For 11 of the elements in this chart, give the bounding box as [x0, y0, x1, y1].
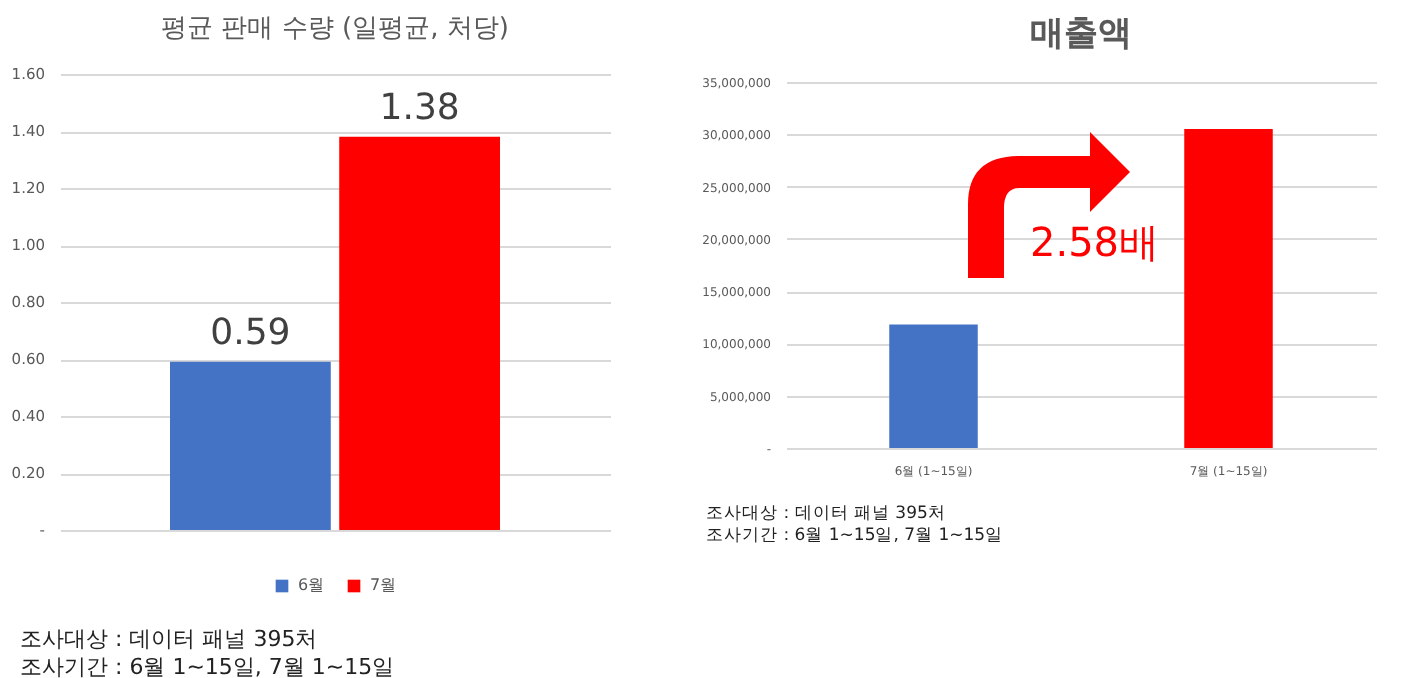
annotation: 2.58배 [1030, 216, 1160, 270]
text: 조사기간 : 6월 1~15일, 7월 1~15일 [706, 524, 1004, 548]
text: 조사기간 : 6월 1~15일, 7월 1~15일 [20, 652, 395, 678]
data-label: 0.59 [210, 311, 291, 354]
data-label: 1.38 [379, 86, 460, 129]
chart-title: 매출액 [1030, 14, 1132, 54]
chart-title: 평균 판매 수량 (일평균, 처당) [161, 14, 509, 44]
text: 조사대상 : 데이터 패널 395처 [706, 502, 946, 526]
legend-label: 6월 [298, 576, 325, 594]
text: 조사대상 : 데이터 패널 395처 [20, 624, 318, 654]
legend-label: 7월 [370, 576, 397, 594]
